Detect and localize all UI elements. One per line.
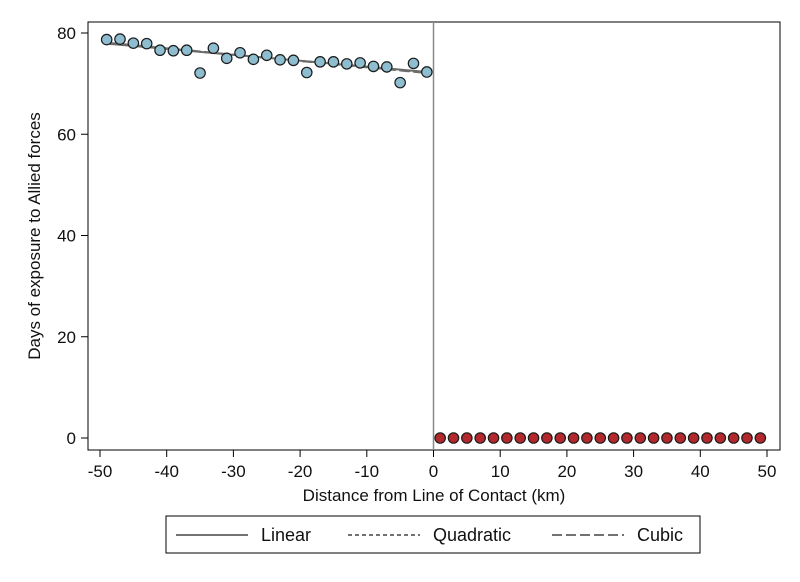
y-tick-label: 40 bbox=[57, 227, 76, 246]
legend-label-linear: Linear bbox=[261, 525, 311, 545]
data-point bbox=[327, 56, 340, 68]
data-point bbox=[714, 432, 727, 444]
x-tick-label: -50 bbox=[88, 462, 113, 481]
data-point bbox=[434, 432, 446, 444]
data-point bbox=[594, 432, 607, 444]
data-point bbox=[581, 432, 593, 444]
data-point bbox=[407, 57, 420, 70]
data-point bbox=[140, 37, 153, 50]
data-point bbox=[234, 46, 246, 59]
data-point bbox=[274, 54, 286, 66]
data-point bbox=[314, 56, 326, 68]
x-tick-label: 30 bbox=[624, 462, 643, 481]
data-point bbox=[287, 54, 300, 67]
y-tick-label: 20 bbox=[57, 328, 76, 347]
data-point bbox=[127, 37, 140, 49]
data-point bbox=[354, 57, 366, 69]
data-point bbox=[394, 76, 406, 89]
data-point bbox=[167, 44, 180, 57]
data-point bbox=[754, 432, 767, 444]
data-point bbox=[300, 66, 313, 79]
data-point bbox=[701, 432, 713, 444]
data-point bbox=[567, 432, 580, 444]
data-point bbox=[100, 33, 113, 46]
data-point bbox=[194, 67, 206, 79]
data-point bbox=[527, 432, 540, 444]
x-tick-label: 0 bbox=[429, 462, 438, 481]
data-point bbox=[514, 432, 527, 444]
data-point bbox=[661, 432, 673, 444]
data-point bbox=[487, 432, 500, 444]
legend-label-quadratic: Quadratic bbox=[433, 525, 511, 545]
x-tick-label: 20 bbox=[557, 462, 576, 481]
data-point bbox=[381, 61, 393, 73]
data-point bbox=[207, 42, 220, 54]
data-point bbox=[220, 52, 233, 65]
data-point bbox=[154, 44, 166, 57]
x-tick-label: -30 bbox=[221, 462, 246, 481]
legend-label-cubic: Cubic bbox=[637, 525, 683, 545]
y-tick-label: 60 bbox=[57, 125, 76, 144]
data-point bbox=[687, 432, 700, 444]
data-point bbox=[247, 53, 260, 66]
data-point bbox=[621, 432, 633, 444]
y-axis-title: Days of exposure to Allied forces bbox=[25, 112, 44, 360]
x-tick-label: 40 bbox=[691, 462, 710, 481]
data-point bbox=[674, 432, 687, 444]
x-tick-label: -10 bbox=[355, 462, 380, 481]
data-point bbox=[741, 432, 753, 444]
data-point bbox=[474, 432, 486, 444]
data-point bbox=[461, 432, 473, 444]
data-point bbox=[607, 432, 620, 444]
x-tick-label: -20 bbox=[288, 462, 313, 481]
data-point bbox=[367, 60, 380, 73]
data-point bbox=[260, 49, 273, 62]
data-point bbox=[447, 432, 460, 444]
data-point bbox=[180, 44, 193, 57]
y-tick-label: 80 bbox=[57, 24, 76, 43]
x-axis-title: Distance from Line of Contact (km) bbox=[303, 486, 566, 505]
data-point bbox=[114, 33, 126, 45]
data-point bbox=[727, 432, 740, 444]
data-point bbox=[554, 432, 567, 444]
x-tick-label: 10 bbox=[491, 462, 510, 481]
data-point bbox=[647, 432, 660, 444]
data-point bbox=[501, 432, 513, 444]
data-point bbox=[541, 432, 553, 444]
data-point bbox=[340, 58, 353, 70]
y-tick-label: 0 bbox=[67, 429, 76, 448]
x-tick-label: -40 bbox=[154, 462, 179, 481]
data-point bbox=[634, 432, 647, 444]
x-tick-label: 50 bbox=[758, 462, 777, 481]
data-point bbox=[421, 66, 433, 78]
